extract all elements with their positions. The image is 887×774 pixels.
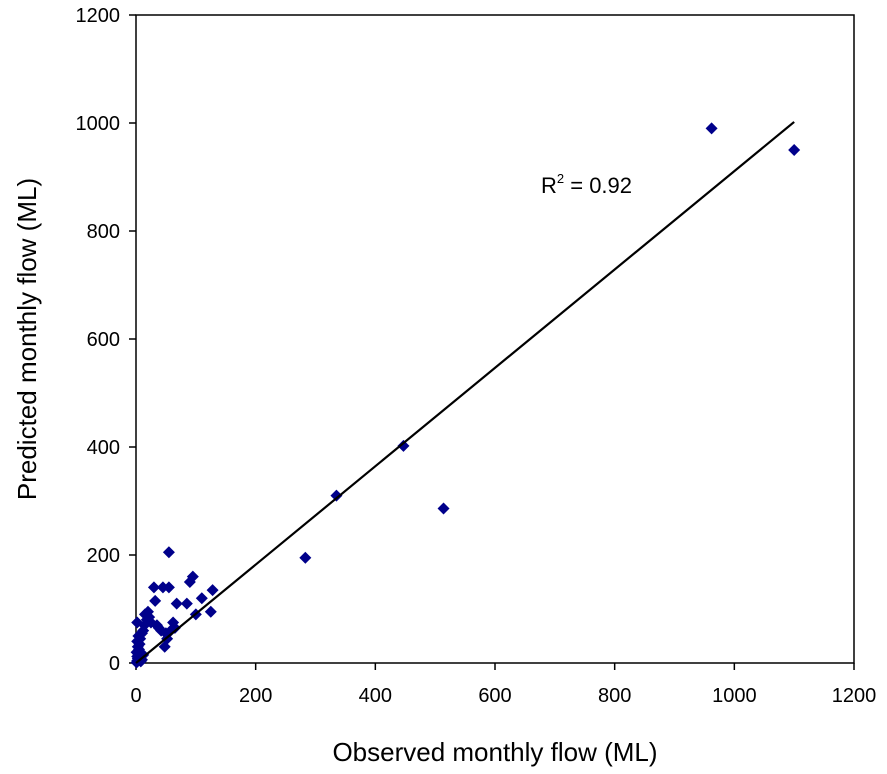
data-point (162, 581, 175, 594)
data-point (168, 621, 181, 634)
trend-line (135, 121, 795, 664)
y-axis-title: Predicted monthly flow (ML) (12, 178, 42, 500)
data-point (195, 592, 208, 605)
data-point (206, 584, 219, 597)
data-point (149, 594, 162, 607)
data-point (788, 144, 801, 156)
data-point (397, 439, 410, 452)
data-point (299, 551, 312, 564)
y-tick-label: 1000 (76, 113, 121, 135)
x-tick-label: 200 (239, 685, 272, 707)
plot-area (135, 14, 855, 664)
y-axis-ticks: 0 200 400 600 800 1000 1200 (76, 5, 136, 675)
r-squared-annotation: R2 = 0.92 (541, 171, 632, 198)
r-squared-value: = 0.92 (564, 173, 632, 198)
y-tick-label: 400 (87, 437, 120, 459)
x-tick-label: 1000 (712, 685, 757, 707)
r-squared-base: R (541, 173, 557, 198)
y-tick-label: 1200 (76, 5, 121, 27)
x-axis-title: Observed monthly flow (ML) (332, 737, 657, 767)
y-tick-label: 600 (87, 329, 120, 351)
data-point (186, 570, 199, 583)
data-point (330, 489, 343, 502)
x-tick-label: 400 (359, 685, 392, 707)
y-tick-label: 800 (87, 221, 120, 243)
x-tick-label: 1200 (832, 685, 877, 707)
x-axis-ticks: 0 200 400 600 800 1000 1200 (130, 663, 876, 707)
data-points (130, 122, 801, 669)
x-tick-label: 0 (130, 685, 141, 707)
data-point (170, 597, 183, 610)
data-point (204, 605, 217, 618)
y-tick-label: 0 (109, 653, 120, 675)
r-squared-superscript: 2 (557, 171, 564, 186)
data-point (137, 648, 150, 661)
data-point (437, 502, 450, 515)
plot-frame (135, 14, 855, 664)
data-point (147, 581, 160, 594)
y-tick-label: 200 (87, 545, 120, 567)
data-point (180, 597, 193, 610)
x-tick-label: 800 (598, 685, 631, 707)
x-tick-label: 600 (478, 685, 511, 707)
data-point (705, 122, 718, 135)
data-point (162, 546, 175, 559)
